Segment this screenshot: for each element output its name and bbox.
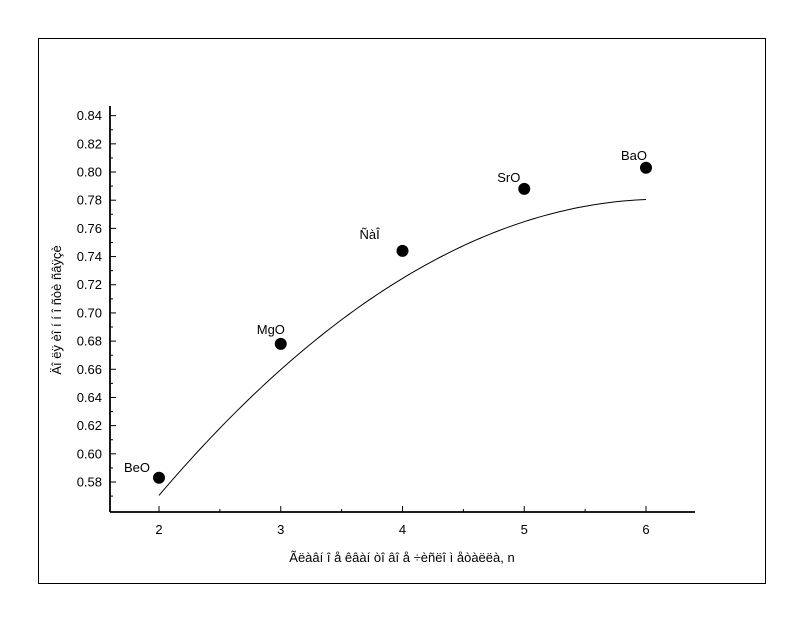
x-tick-label: 2 <box>155 522 162 537</box>
data-point-label: MgO <box>257 322 285 337</box>
x-tick-label: 5 <box>521 522 528 537</box>
y-tick-label: 0.76 <box>77 221 102 236</box>
y-tick-label: 0.80 <box>77 165 102 180</box>
data-point <box>153 471 165 484</box>
point-labels: BeO MgO ÑàÎ SrO BaO <box>124 148 647 475</box>
y-tick-label: 0.82 <box>77 136 102 151</box>
y-tick-label: 0.78 <box>77 193 102 208</box>
fit-curve <box>158 199 647 496</box>
ticks: 2 3 4 5 6 0.58 0.60 0.62 0.64 0.66 0.68 0.70 0.72 0.7… <box>77 108 650 537</box>
y-tick-label: 0.64 <box>77 390 102 405</box>
y-tick-label: 0.68 <box>77 334 102 349</box>
data-point-label: BaO <box>621 148 647 163</box>
y-tick-label: 0.84 <box>77 108 102 123</box>
y-tick-label: 0.58 <box>77 475 102 490</box>
fit-curve-layer <box>158 199 647 496</box>
y-tick-label: 0.72 <box>77 277 102 292</box>
data-point <box>274 337 287 350</box>
y-tick-label: 0.60 <box>77 446 102 461</box>
data-point <box>518 182 531 195</box>
x-tick-label: 4 <box>399 522 406 537</box>
data-point-label: SrO <box>497 170 520 185</box>
y-tick-label: 0.74 <box>77 249 102 264</box>
y-tick-label: 0.70 <box>77 305 102 320</box>
x-tick-label: 3 <box>277 522 284 537</box>
data-point-label: BeO <box>124 460 150 475</box>
x-tick-label: 6 <box>642 522 649 537</box>
data-point <box>396 244 409 257</box>
y-tick-label: 0.66 <box>77 362 102 377</box>
y-tick-label: 0.62 <box>77 418 102 433</box>
x-axis-title: Ãëàâí î å êâàí òî âî å ÷èñëî ì åòàëëà, n <box>289 550 514 565</box>
y-axis-title: Äî ëÿ èî í í î ñòè ñâÿçè <box>49 245 64 374</box>
data-point <box>640 161 652 174</box>
figure-frame <box>38 38 766 584</box>
data-point-label: ÑàÎ <box>360 227 381 242</box>
data-points <box>153 161 652 484</box>
